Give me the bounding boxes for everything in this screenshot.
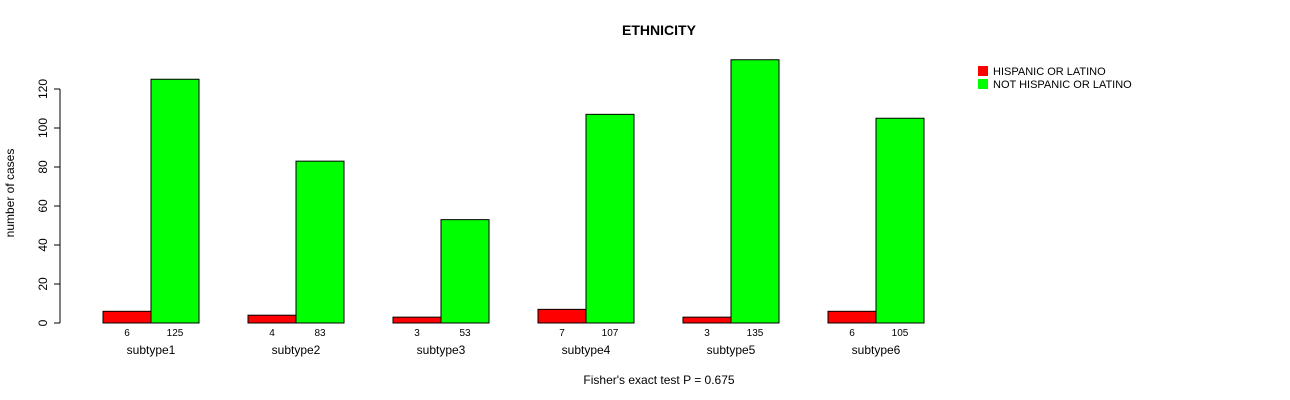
bar-value-label: 6 xyxy=(124,328,130,339)
bar-subtype1-series1 xyxy=(102,310,152,324)
bar-subtype6-series1 xyxy=(827,310,877,324)
bar-subtype3-series1 xyxy=(392,316,442,324)
legend-swatch xyxy=(978,79,988,89)
y-axis-ticks: 0 20 40 60 80 100 120 xyxy=(36,79,60,326)
bar-subtype3-series2 xyxy=(440,219,490,324)
bar-subtype5-series2 xyxy=(730,59,780,324)
bar-subtype6-series2 xyxy=(875,117,925,324)
bar-value-label: 53 xyxy=(459,328,471,339)
bars: 6 125 subtype1 4 83 subtype2 3 53 subtype3 7 107 su… xyxy=(102,59,925,357)
bar-subtype4-series2 xyxy=(585,113,635,324)
category-label-subtype4: subtype4 xyxy=(562,343,611,357)
legend-swatch xyxy=(978,66,988,76)
y-tick-label: 120 xyxy=(36,79,50,99)
category-label-subtype3: subtype3 xyxy=(417,343,466,357)
y-tick-label: 60 xyxy=(36,199,50,213)
bar-subtype5-series1 xyxy=(682,316,732,324)
bar-value-label: 105 xyxy=(892,328,909,339)
y-tick-label: 0 xyxy=(36,319,50,326)
fishers-test-footnote: Fisher's exact test P = 0.675 xyxy=(583,373,734,387)
bar-value-label: 135 xyxy=(747,328,764,339)
bar-subtype2-series2 xyxy=(295,160,345,324)
legend-label: NOT HISPANIC OR LATINO xyxy=(993,79,1132,91)
bar-subtype1-series2 xyxy=(150,78,200,324)
legend-label: HISPANIC OR LATINO xyxy=(993,66,1106,78)
y-tick-label: 80 xyxy=(36,160,50,174)
bar-value-label: 4 xyxy=(269,328,275,339)
y-tick-label: 40 xyxy=(36,238,50,252)
bar-subtype2-series1 xyxy=(247,314,297,324)
bar-value-label: 3 xyxy=(414,328,420,339)
bar-value-label: 125 xyxy=(167,328,184,339)
y-tick-label: 100 xyxy=(36,118,50,138)
bar-value-label: 7 xyxy=(559,328,565,339)
bar-value-label: 107 xyxy=(602,328,619,339)
bar-subtype4-series1 xyxy=(537,308,587,324)
bar-value-label: 83 xyxy=(314,328,326,339)
bar-value-label: 6 xyxy=(849,328,855,339)
chart-title: ETHNICITY xyxy=(622,22,697,38)
y-axis-label: number of cases xyxy=(3,149,17,238)
y-tick-label: 20 xyxy=(36,277,50,291)
category-label-subtype1: subtype1 xyxy=(127,343,176,357)
category-label-subtype6: subtype6 xyxy=(852,343,901,357)
category-label-subtype2: subtype2 xyxy=(272,343,321,357)
bar-value-label: 3 xyxy=(704,328,710,339)
category-label-subtype5: subtype5 xyxy=(707,343,756,357)
